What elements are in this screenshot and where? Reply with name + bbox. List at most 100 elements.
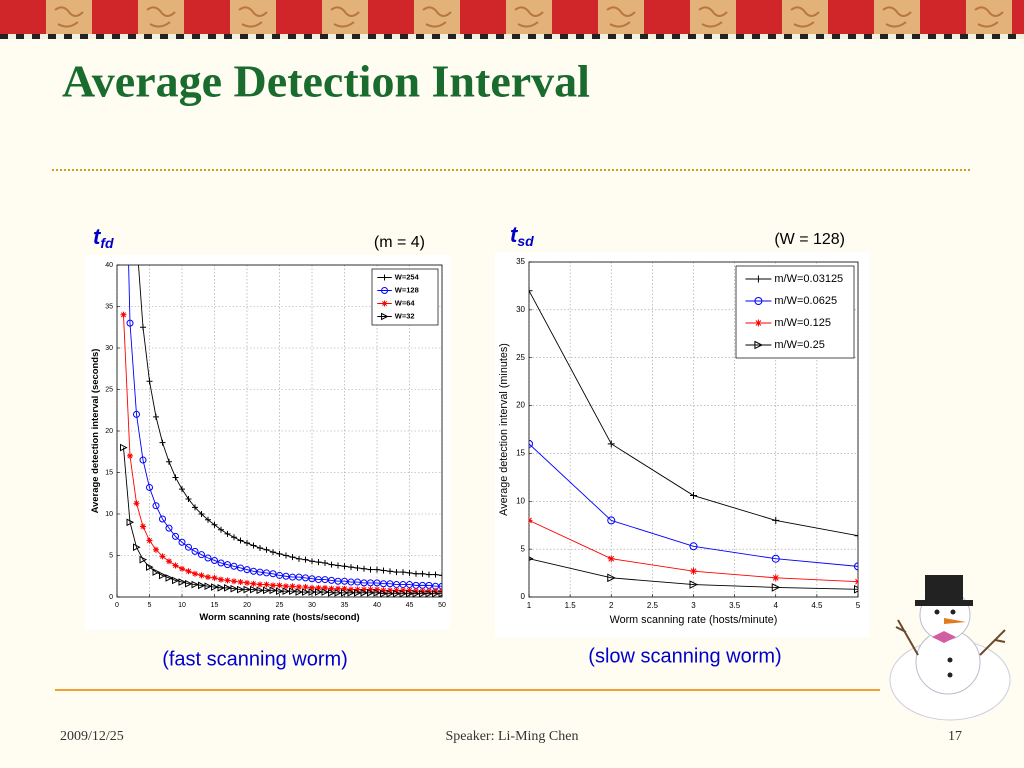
marker bbox=[243, 566, 251, 574]
top-border bbox=[0, 0, 1024, 34]
marker bbox=[126, 319, 134, 327]
marker bbox=[412, 589, 421, 597]
marker bbox=[315, 588, 323, 596]
footer-date: 2009/12/25 bbox=[60, 729, 124, 744]
marker bbox=[387, 568, 393, 575]
marker bbox=[276, 550, 283, 557]
marker bbox=[438, 582, 442, 590]
marker bbox=[205, 574, 211, 581]
marker bbox=[282, 587, 291, 595]
y-tick-label: 5 bbox=[521, 544, 526, 553]
chart-symbol-sub: fd bbox=[100, 235, 114, 251]
marker bbox=[204, 554, 212, 562]
marker bbox=[263, 586, 271, 595]
marker bbox=[690, 492, 697, 500]
marker bbox=[172, 474, 179, 481]
marker bbox=[134, 235, 140, 241]
legend-box bbox=[371, 268, 439, 326]
x-tick-label: 35 bbox=[341, 602, 349, 609]
x-tick-label: 1.5 bbox=[565, 601, 577, 610]
x-tick-label: 3.5 bbox=[729, 601, 741, 610]
marker bbox=[328, 585, 335, 592]
marker bbox=[419, 570, 426, 577]
marker bbox=[146, 563, 154, 571]
marker bbox=[419, 588, 426, 595]
y-tick-label: 10 bbox=[516, 496, 525, 505]
marker bbox=[179, 565, 185, 572]
marker bbox=[165, 574, 174, 582]
x-tick-label: 40 bbox=[373, 602, 381, 609]
marker bbox=[302, 574, 309, 582]
marker bbox=[120, 311, 127, 318]
marker bbox=[754, 275, 762, 283]
marker bbox=[289, 587, 297, 595]
marker bbox=[153, 546, 159, 553]
marker bbox=[315, 559, 322, 566]
footer-speaker: Speaker: Li-Ming Chen bbox=[446, 729, 579, 744]
marker bbox=[165, 524, 173, 532]
marker bbox=[334, 589, 343, 597]
marker bbox=[373, 589, 382, 597]
marker bbox=[529, 287, 533, 295]
marker bbox=[269, 586, 278, 595]
marker bbox=[133, 543, 141, 552]
x-tick-label: 4.5 bbox=[811, 601, 823, 610]
marker bbox=[754, 319, 762, 327]
marker bbox=[120, 443, 128, 452]
marker bbox=[146, 537, 153, 544]
marker bbox=[218, 576, 224, 583]
y-tick-label: 30 bbox=[105, 345, 113, 352]
x-tick-label: 20 bbox=[243, 602, 251, 609]
marker bbox=[335, 585, 341, 592]
marker bbox=[172, 562, 179, 569]
y-tick-label: 20 bbox=[105, 428, 113, 435]
marker bbox=[690, 567, 697, 575]
marker bbox=[140, 324, 146, 331]
chart: 0 5 10 15 20 25 30 35 40 0 5 10 15 20 25 30 35 40 45 50 Worm… bbox=[90, 224, 446, 670]
snowman bbox=[889, 575, 1011, 721]
x-tick-label: 3 bbox=[691, 601, 696, 610]
marker bbox=[185, 496, 192, 503]
marker bbox=[308, 588, 317, 596]
marker bbox=[224, 561, 231, 569]
marker bbox=[381, 300, 388, 307]
marker bbox=[426, 571, 432, 578]
marker bbox=[250, 567, 257, 575]
x-tick-label: 25 bbox=[276, 602, 284, 609]
marker bbox=[263, 581, 270, 588]
marker bbox=[393, 589, 401, 597]
marker bbox=[354, 564, 361, 571]
marker bbox=[172, 532, 179, 540]
marker bbox=[295, 573, 303, 581]
marker bbox=[179, 486, 185, 493]
marker bbox=[393, 569, 400, 576]
marker bbox=[607, 555, 615, 563]
marker bbox=[406, 587, 413, 594]
marker bbox=[230, 584, 239, 593]
marker bbox=[381, 287, 389, 294]
y-tick-label: 10 bbox=[105, 511, 113, 518]
marker bbox=[276, 587, 284, 595]
plot-frame bbox=[116, 264, 443, 598]
marker bbox=[302, 588, 310, 596]
marker bbox=[296, 555, 302, 562]
marker bbox=[250, 580, 257, 587]
marker bbox=[772, 574, 780, 582]
x-axis-label: Worm scanning rate (hosts/minute) bbox=[610, 614, 778, 626]
y-axis-label: Average detection interval (minutes) bbox=[498, 343, 510, 516]
marker bbox=[308, 575, 316, 583]
marker bbox=[348, 564, 354, 571]
marker bbox=[361, 586, 367, 593]
marker bbox=[139, 555, 148, 564]
marker bbox=[192, 504, 198, 511]
marker bbox=[178, 578, 187, 586]
marker bbox=[341, 589, 349, 597]
marker bbox=[211, 583, 219, 591]
marker bbox=[224, 577, 231, 584]
marker bbox=[400, 587, 406, 594]
plot-data bbox=[120, 235, 442, 597]
marker bbox=[341, 585, 348, 592]
marker bbox=[854, 585, 858, 594]
y-tick-label: 0 bbox=[521, 592, 526, 601]
